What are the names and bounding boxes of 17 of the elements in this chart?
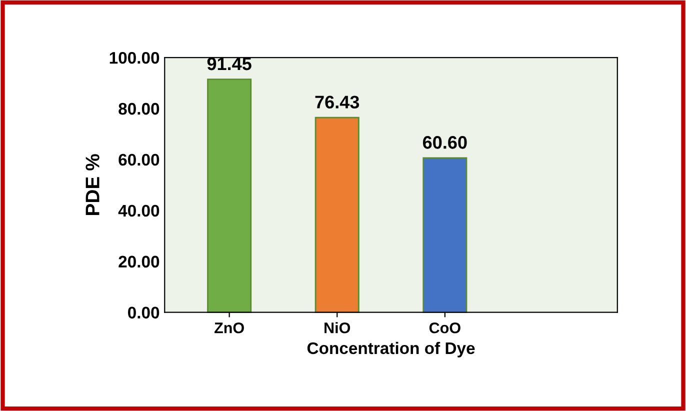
y-axis-title: PDE % — [86, 154, 100, 215]
data-label: 60.60 — [422, 136, 467, 149]
y-tick-label: 40.00 — [118, 204, 160, 217]
y-tick-label: 100.00 — [110, 52, 160, 64]
data-label: 91.45 — [207, 57, 252, 70]
x-tick-label: ZnO — [214, 322, 244, 334]
x-axis-title: Concentration of Dye — [307, 342, 475, 358]
y-tick-label: 0.00 — [128, 306, 160, 319]
y-tick-label: 20.00 — [118, 256, 160, 268]
bar — [207, 78, 252, 314]
x-tick-label: CoO — [429, 322, 460, 334]
bar — [314, 116, 360, 314]
x-tick-label: NiO — [324, 322, 350, 334]
bar — [422, 157, 468, 314]
data-label: 76.43 — [315, 96, 360, 108]
y-tick-label: 80.00 — [118, 102, 160, 115]
y-tick-label: 60.00 — [118, 154, 160, 166]
